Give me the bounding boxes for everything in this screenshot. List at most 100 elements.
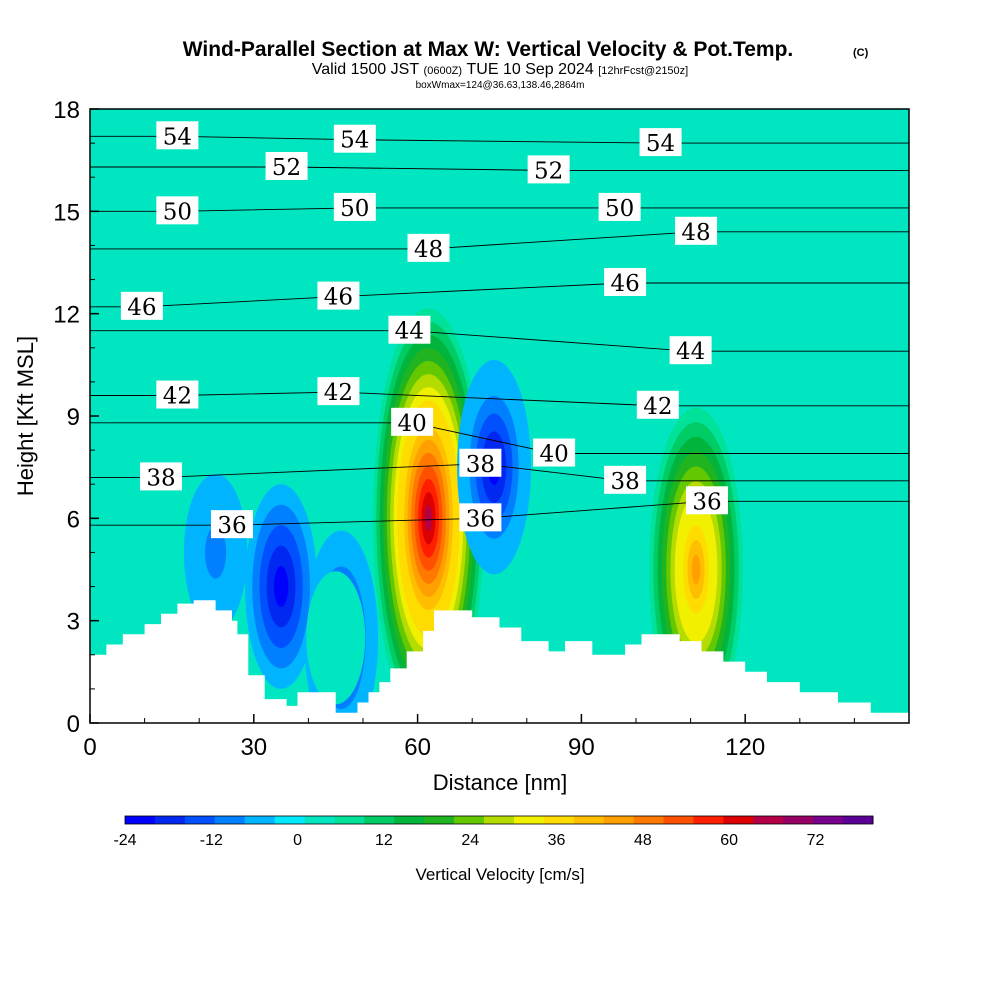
x-tick-label: 30 <box>240 734 267 761</box>
contour-label-44: 44 <box>395 319 424 345</box>
colorbar-tick-label: 48 <box>634 832 652 849</box>
contour-label-40: 40 <box>539 442 568 468</box>
contour-label-bg <box>333 124 376 153</box>
contour-label-38: 38 <box>610 469 639 495</box>
contour-label-46: 46 <box>127 295 156 321</box>
colorbar-swatch <box>513 816 545 824</box>
colorbar-swatch <box>184 816 216 824</box>
contour-label-bg <box>604 267 647 296</box>
colorbar-tick-label: 72 <box>807 832 825 849</box>
chart-subtitle: Valid 1500 JST (0600Z) TUE 10 Sep 2024 [… <box>312 61 688 78</box>
contour-label-bg <box>685 486 728 515</box>
terrain-mask <box>90 600 909 723</box>
colorbar-swatch <box>573 816 605 824</box>
contour-label-bg <box>210 510 253 539</box>
contour-label-48: 48 <box>414 237 443 263</box>
contour-label-bg <box>156 380 199 409</box>
colorbar-tick-label: 36 <box>548 832 566 849</box>
contour-label-bg <box>604 465 647 494</box>
w-feature-4-level-4 <box>273 566 289 608</box>
contour-label-bg <box>317 281 360 310</box>
colorbar-swatch <box>244 816 276 824</box>
colorbar-tick-label: 0 <box>293 832 302 849</box>
colorbar-swatch <box>543 816 575 824</box>
y-tick-label: 0 <box>67 711 80 738</box>
contour-label-bg <box>636 390 679 419</box>
colorbar-swatch <box>603 816 635 824</box>
contour-label-42: 42 <box>324 380 353 406</box>
w-feature-5-level-2 <box>205 526 227 579</box>
contour-label-bg <box>388 315 431 344</box>
contour-label-52: 52 <box>272 155 301 181</box>
chart-subsubtitle: boxWmax=124@36.63,138.46,2864m <box>416 80 585 91</box>
y-axis-label: Height [Kft MSL] <box>13 336 38 496</box>
contour-label-54: 54 <box>340 128 369 154</box>
colorbar-swatch <box>334 816 365 824</box>
theta-contour-44 <box>90 330 909 352</box>
subtitle-date: TUE 10 Sep 2024 <box>467 61 594 78</box>
x-tick-label: 90 <box>568 734 595 761</box>
contour-label-bg <box>675 216 718 245</box>
y-tick-label: 12 <box>53 302 80 329</box>
chart-title: Wind-Parallel Section at Max W: Vertical… <box>183 38 794 61</box>
w-feature-6-level-1 <box>320 604 351 671</box>
y-tick-label: 3 <box>67 609 80 636</box>
subtitle-utc: (0600Z) <box>424 65 463 77</box>
y-tick-label: 18 <box>53 97 80 124</box>
theta-contour-52 <box>90 166 909 171</box>
contour-label-44: 44 <box>676 339 705 365</box>
contour-label-bg <box>156 121 199 150</box>
contour-label-bg <box>669 336 712 365</box>
x-tick-label: 120 <box>725 734 765 761</box>
contour-label-bg <box>459 448 502 477</box>
colorbar-swatch <box>813 816 844 824</box>
contour-label-bg <box>533 438 576 467</box>
colorbar-swatch <box>394 816 425 824</box>
contour-label-42: 42 <box>643 394 672 420</box>
colorbar-swatch <box>214 816 246 824</box>
y-tick-label: 15 <box>53 199 80 226</box>
contour-label-bg <box>156 196 199 225</box>
contour-label-50: 50 <box>340 196 369 222</box>
contour-label-bg <box>333 192 376 221</box>
colorbar-tick-label: -12 <box>200 832 223 849</box>
colorbar-swatch <box>663 816 694 824</box>
colorbar-swatch <box>274 816 306 824</box>
contour-label-bg <box>139 462 182 491</box>
colorbar-swatch <box>723 816 754 824</box>
contour-labels: 54 54 54 52 52 50 50 50 48 48 46 46 46 44 44 42 42 42 40 40… <box>120 121 728 539</box>
contour-label-36: 36 <box>466 506 495 532</box>
x-axis-label: Distance [nm] <box>433 770 568 795</box>
colorbar-tick-label: 24 <box>461 832 479 849</box>
colorbar-frame <box>124 815 874 825</box>
colorbar-swatch <box>753 816 784 824</box>
theta-contour-48 <box>90 231 909 250</box>
contour-label-50: 50 <box>605 196 634 222</box>
contour-label-bg <box>391 407 434 436</box>
contour-label-bg <box>527 155 570 184</box>
y-tick-label: 6 <box>67 506 80 533</box>
contour-label-52: 52 <box>534 158 563 184</box>
colorbar-swatch <box>364 816 395 824</box>
contour-label-36: 36 <box>217 513 246 539</box>
chart-title-mark: (C) <box>853 47 869 59</box>
contour-label-36: 36 <box>692 489 721 515</box>
x-tick-label: 0 <box>83 734 96 761</box>
colorbar-tick-label: -24 <box>113 832 136 849</box>
contour-label-bg <box>459 503 502 532</box>
colorbar-swatch <box>633 816 665 824</box>
contour-label-42: 42 <box>163 384 192 410</box>
contour-label-bg <box>407 233 450 262</box>
contour-label-38: 38 <box>146 465 175 491</box>
colorbar-swatch <box>693 816 724 824</box>
contour-label-54: 54 <box>646 131 675 157</box>
contour-label-38: 38 <box>466 452 495 478</box>
contour-label-bg <box>598 192 641 221</box>
colorbar-label: Vertical Velocity [cm/s] <box>415 865 584 884</box>
colorbar-tick-label: 12 <box>375 832 393 849</box>
colorbar: -24 -12 0 12 24 36 48 60 72 <box>113 815 874 849</box>
subtitle-forecast: [12hrFcst@2150z] <box>598 65 688 77</box>
contour-label-48: 48 <box>681 220 710 246</box>
